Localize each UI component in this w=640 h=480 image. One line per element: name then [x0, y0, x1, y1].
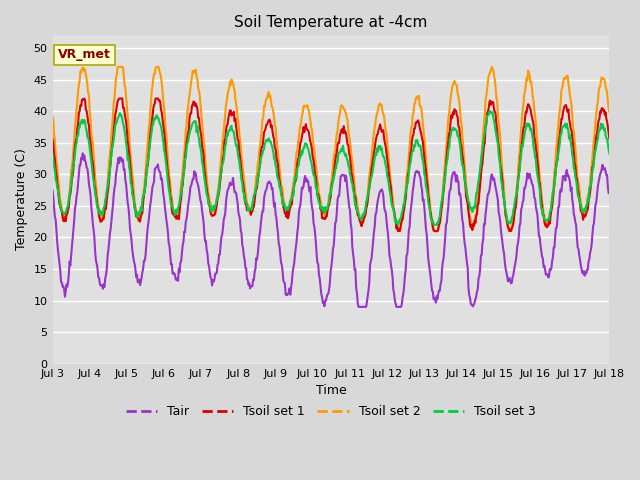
Tair [605, 190, 613, 196]
Tsoil set 3 [486, 108, 494, 114]
Tsoil set 3 [394, 222, 402, 228]
Line: Tair: Tair [52, 154, 609, 307]
Tsoil set 1 [417, 128, 424, 134]
Line: Tsoil set 1: Tsoil set 1 [52, 98, 609, 231]
Tsoil set 2 [173, 211, 181, 216]
Tsoil set 2 [396, 228, 404, 234]
Title: Soil Temperature at -4cm: Soil Temperature at -4cm [234, 15, 428, 30]
Tsoil set 2 [417, 104, 424, 109]
Tair [117, 157, 125, 163]
Tsoil set 1 [394, 228, 402, 234]
Tsoil set 1 [117, 96, 125, 101]
Line: Tsoil set 2: Tsoil set 2 [52, 67, 609, 231]
Tsoil set 2 [605, 109, 613, 115]
Tair [355, 304, 362, 310]
Tair [417, 175, 424, 180]
Tsoil set 2 [203, 175, 211, 180]
Tsoil set 1 [81, 96, 88, 101]
Tsoil set 1 [49, 136, 56, 142]
Tsoil set 3 [399, 202, 407, 207]
Y-axis label: Temperature (C): Temperature (C) [15, 149, 28, 251]
Tsoil set 3 [202, 185, 210, 191]
Tair [59, 284, 67, 289]
Tsoil set 1 [401, 205, 408, 211]
Tsoil set 2 [114, 64, 122, 70]
Legend: Tair, Tsoil set 1, Tsoil set 2, Tsoil set 3: Tair, Tsoil set 1, Tsoil set 2, Tsoil se… [121, 400, 541, 423]
Tsoil set 1 [59, 214, 67, 220]
Text: VR_met: VR_met [58, 48, 111, 61]
Tsoil set 1 [203, 186, 211, 192]
Tsoil set 3 [49, 152, 56, 157]
Tsoil set 3 [59, 209, 67, 215]
Tsoil set 3 [605, 151, 613, 156]
Tsoil set 1 [605, 136, 613, 142]
Tair [203, 247, 211, 253]
Tair [173, 276, 181, 281]
Tsoil set 2 [117, 64, 125, 70]
Line: Tsoil set 3: Tsoil set 3 [52, 111, 609, 225]
Tair [401, 283, 408, 288]
Tsoil set 2 [401, 204, 408, 210]
Tsoil set 1 [173, 214, 181, 220]
Tair [79, 151, 86, 156]
Tsoil set 3 [416, 143, 424, 148]
Tair [49, 187, 56, 193]
Tsoil set 3 [116, 110, 124, 116]
Tsoil set 2 [59, 211, 67, 217]
X-axis label: Time: Time [316, 384, 346, 397]
Tsoil set 3 [173, 206, 180, 212]
Tsoil set 2 [49, 114, 56, 120]
